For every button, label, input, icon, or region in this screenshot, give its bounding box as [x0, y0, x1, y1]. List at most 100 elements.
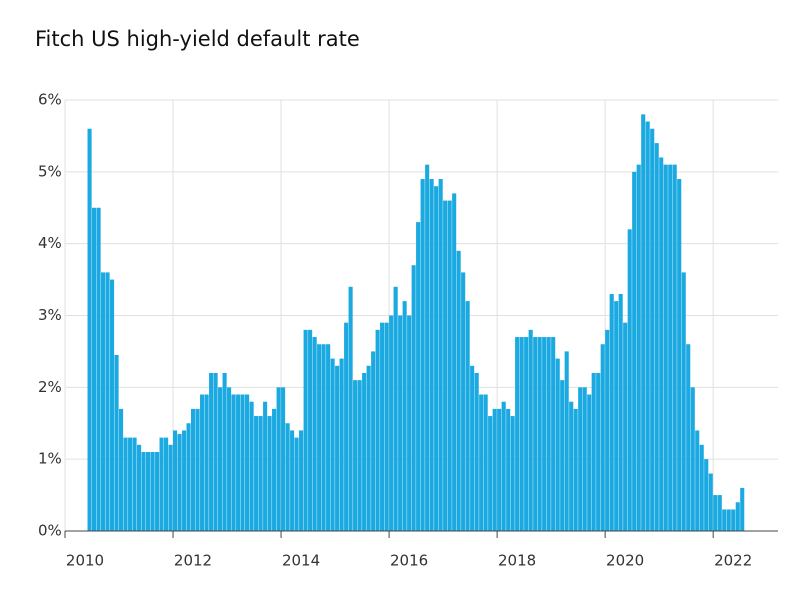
bar — [402, 301, 407, 531]
bar — [492, 408, 497, 531]
bar — [614, 301, 619, 531]
bar — [510, 416, 515, 531]
y-tick-label: 4% — [38, 234, 62, 252]
bar — [204, 394, 209, 531]
bar — [191, 408, 196, 531]
x-tick-label: 2014 — [282, 552, 320, 570]
bar — [231, 394, 236, 531]
bar — [348, 286, 353, 531]
bar — [497, 408, 502, 531]
bar — [236, 394, 241, 531]
bar — [92, 207, 97, 531]
bar — [267, 416, 272, 531]
bar — [109, 279, 115, 531]
bar — [308, 329, 313, 531]
bar — [600, 344, 605, 531]
bar — [281, 387, 286, 531]
bar — [317, 344, 322, 531]
bar — [524, 337, 529, 531]
bar — [438, 179, 443, 531]
bar — [321, 344, 326, 531]
bar — [578, 387, 583, 531]
bar — [587, 394, 592, 531]
bar — [416, 222, 421, 531]
bar — [623, 322, 628, 531]
bar — [330, 358, 335, 531]
bar — [717, 495, 722, 531]
bar — [344, 322, 349, 531]
bar — [119, 408, 124, 531]
bar — [465, 301, 470, 531]
bar — [195, 408, 200, 531]
bar — [591, 372, 596, 531]
bar — [398, 315, 403, 531]
bar — [299, 430, 304, 531]
chart-title: Fitch US high-yield default rate — [35, 27, 360, 51]
bar — [479, 394, 484, 531]
bar — [474, 372, 479, 531]
bar — [168, 444, 173, 531]
bar — [272, 408, 277, 531]
bar — [101, 272, 106, 531]
bar — [384, 322, 389, 531]
bar — [447, 200, 452, 532]
bar — [218, 387, 223, 531]
bar — [569, 401, 574, 531]
bar — [182, 430, 187, 531]
bar — [258, 416, 263, 531]
bar — [690, 387, 695, 531]
bar — [645, 121, 650, 532]
bar — [429, 179, 434, 531]
x-tick-label: 2020 — [606, 552, 644, 570]
bar — [380, 322, 385, 531]
bar — [726, 509, 731, 531]
bar — [366, 365, 371, 531]
bar — [528, 329, 533, 531]
bar — [141, 451, 146, 531]
bar — [636, 164, 641, 531]
bar — [699, 444, 704, 531]
bar — [443, 200, 448, 532]
bar — [375, 329, 380, 531]
bar — [659, 157, 664, 531]
bar — [339, 358, 344, 531]
bar — [654, 143, 659, 531]
bar — [483, 394, 488, 531]
bar — [681, 272, 686, 531]
bar — [713, 495, 718, 531]
bar — [128, 437, 133, 531]
y-tick-label: 3% — [38, 306, 62, 324]
bar — [407, 315, 412, 531]
bar — [362, 372, 367, 531]
bar — [708, 473, 713, 531]
bar — [177, 434, 182, 531]
bar — [546, 337, 551, 531]
bar — [537, 337, 542, 531]
bar — [96, 207, 101, 531]
bar — [686, 344, 691, 531]
bar — [186, 423, 191, 531]
bar — [627, 229, 632, 532]
bar — [695, 430, 700, 531]
bar — [668, 164, 673, 531]
bar — [335, 365, 340, 531]
bar — [488, 416, 493, 531]
bar — [132, 437, 137, 531]
bar — [672, 164, 677, 531]
x-tick-label: 2018 — [498, 552, 536, 570]
y-tick-label: 2% — [38, 378, 62, 396]
bar — [87, 128, 92, 531]
bar — [740, 487, 745, 531]
bar — [254, 416, 259, 531]
y-tick-label: 0% — [38, 522, 62, 540]
bar — [155, 451, 160, 531]
bar — [123, 437, 128, 531]
y-tick-label: 6% — [38, 91, 62, 109]
bar — [312, 337, 317, 531]
bar — [137, 444, 142, 531]
bar — [294, 437, 299, 531]
bar — [303, 329, 308, 531]
bar — [240, 394, 245, 531]
bar — [326, 344, 331, 531]
